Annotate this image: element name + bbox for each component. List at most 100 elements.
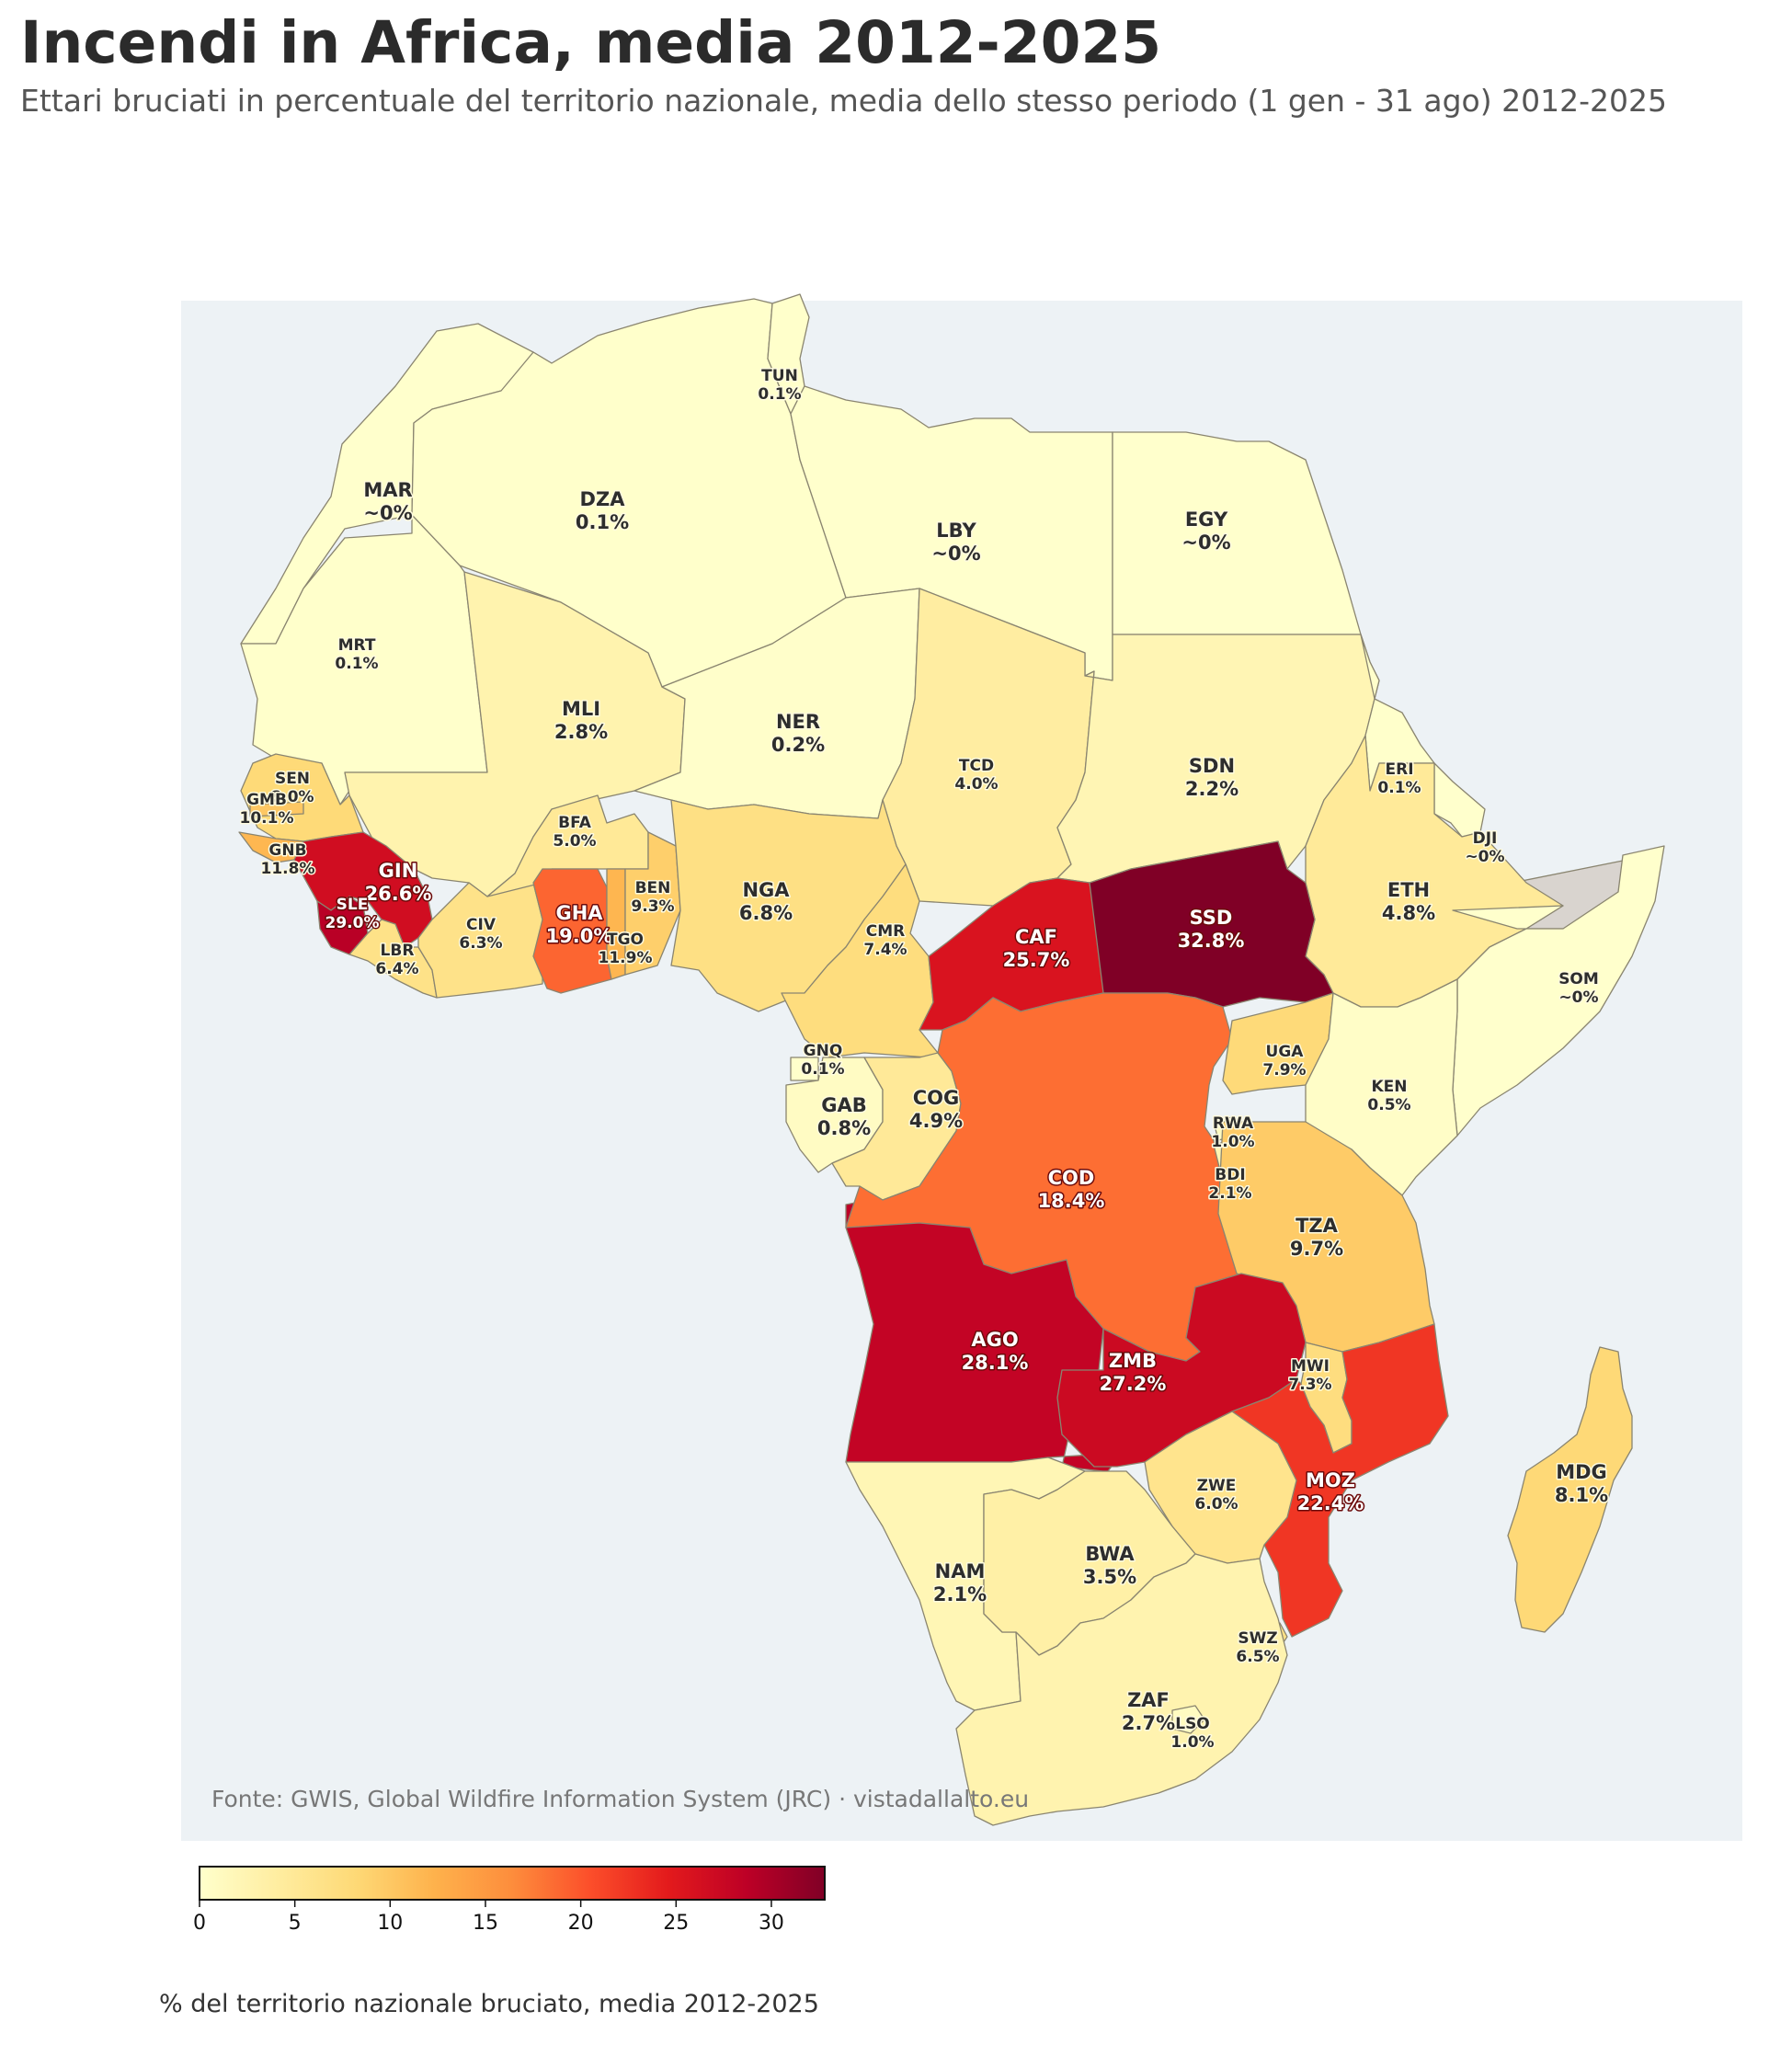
country-code: LSO bbox=[1175, 1715, 1210, 1733]
country-label-swz: SWZ 6.5% bbox=[1236, 1629, 1279, 1666]
country-code: GNQ bbox=[804, 1042, 843, 1060]
country-code: TUN bbox=[761, 367, 798, 385]
country-label-bfa: BFA 5.0% bbox=[553, 814, 596, 851]
country-gmb bbox=[249, 801, 304, 817]
country-value: 1.0% bbox=[1170, 1733, 1214, 1752]
country-code: ETH bbox=[1387, 879, 1430, 901]
country-code: ZWE bbox=[1197, 1477, 1237, 1495]
country-label-zaf: ZAF 2.7% bbox=[1122, 1689, 1175, 1734]
country-value: 28.1% bbox=[962, 1352, 1029, 1374]
country-label-gha: GHA 19.0% bbox=[546, 902, 613, 947]
country-value: 26.6% bbox=[365, 883, 432, 905]
country-label-nam: NAM 2.1% bbox=[933, 1560, 987, 1605]
country-value: 11.9% bbox=[599, 949, 653, 967]
country-label-mwi: MWI 7.3% bbox=[1288, 1357, 1331, 1394]
country-code: UGA bbox=[1266, 1043, 1305, 1061]
country-label-tun: TUN 0.1% bbox=[758, 367, 801, 404]
country-label-bdi: BDI 2.1% bbox=[1208, 1166, 1251, 1203]
country-value: 0.1% bbox=[576, 511, 629, 533]
country-value: 0.1% bbox=[801, 1060, 844, 1079]
country-value: ~0% bbox=[931, 543, 980, 565]
country-code: DZA bbox=[580, 488, 626, 510]
country-label-caf: CAF 25.7% bbox=[1003, 926, 1070, 971]
country-label-mar: MAR ~0% bbox=[363, 479, 412, 524]
country-lso bbox=[1171, 1705, 1205, 1734]
country-label-gnb: GNB 11.8% bbox=[261, 841, 315, 878]
country-label-nga: NGA 6.8% bbox=[739, 879, 793, 924]
colorbar-tick-label: 25 bbox=[663, 1912, 689, 1935]
country-label-lby: LBY ~0% bbox=[931, 520, 980, 565]
country-label-sdn: SDN 2.2% bbox=[1185, 755, 1238, 800]
colorbar-tick-label: 10 bbox=[377, 1912, 403, 1935]
country-code: GIN bbox=[379, 860, 418, 882]
map-title: Incendi in Africa, media 2012-2025 bbox=[20, 9, 1162, 76]
country-code: TZA bbox=[1295, 1215, 1339, 1237]
country-value: 0.1% bbox=[1377, 779, 1421, 797]
country-value: 27.2% bbox=[1100, 1373, 1167, 1395]
country-value: 29.0% bbox=[325, 914, 380, 932]
country-value: 8.0% bbox=[270, 788, 314, 806]
colorbar-tick-label: 0 bbox=[193, 1912, 206, 1935]
country-label-tcd: TCD 4.0% bbox=[954, 757, 998, 794]
country-value: 4.9% bbox=[909, 1110, 963, 1132]
country-code: RWA bbox=[1213, 1114, 1254, 1133]
country-label-mrt: MRT 0.1% bbox=[335, 636, 378, 673]
country-value: 10.1% bbox=[240, 809, 294, 828]
country-code: BFA bbox=[558, 814, 592, 832]
country-tun bbox=[767, 293, 810, 415]
colorbar-tick-label: 5 bbox=[289, 1912, 302, 1935]
country-code: CIV bbox=[466, 916, 497, 934]
country-value: 32.8% bbox=[1178, 930, 1245, 952]
country-label-som: SOM ~0% bbox=[1558, 970, 1599, 1007]
country-value: 11.8% bbox=[261, 860, 315, 878]
country-code: MDG bbox=[1556, 1461, 1607, 1483]
country-value: 6.8% bbox=[739, 902, 793, 924]
country-label-cmr: CMR 7.4% bbox=[863, 922, 907, 959]
country-zaf bbox=[955, 1553, 1288, 1826]
country-label-gin: GIN 26.6% bbox=[365, 860, 432, 905]
country-value: 0.8% bbox=[817, 1117, 871, 1139]
country-code: AGO bbox=[971, 1329, 1018, 1351]
map-subtitle: Ettari bruciati in percentuale del terri… bbox=[20, 83, 1667, 119]
colorbar-ticks: 0 5 10 15 20 25 30 bbox=[193, 1900, 784, 1935]
countries-layer bbox=[238, 293, 1665, 1826]
country-sen bbox=[240, 753, 364, 842]
country-code: MWI bbox=[1291, 1357, 1330, 1376]
country-label-dza: DZA 0.1% bbox=[576, 488, 629, 533]
country-value: 6.4% bbox=[375, 960, 418, 978]
country-code: TGO bbox=[607, 931, 644, 949]
country-code: EGY bbox=[1185, 508, 1228, 531]
country-code: GHA bbox=[555, 902, 603, 924]
country-label-uga: UGA 7.9% bbox=[1262, 1043, 1306, 1080]
country-label-ssd: SSD 32.8% bbox=[1178, 907, 1245, 952]
country-code: ZMB bbox=[1109, 1350, 1157, 1372]
country-label-gmb: GMB 10.1% bbox=[240, 791, 294, 828]
country-value: 25.7% bbox=[1003, 949, 1070, 971]
country-code: SOM bbox=[1558, 970, 1599, 988]
country-label-ben: BEN 9.3% bbox=[631, 879, 674, 916]
colorbar-tick-label: 20 bbox=[568, 1912, 594, 1935]
country-label-cog: COG 4.9% bbox=[909, 1087, 963, 1132]
country-label-ago: AGO 28.1% bbox=[962, 1329, 1029, 1374]
country-value: 6.0% bbox=[1194, 1495, 1238, 1514]
country-label-ner: NER 0.2% bbox=[771, 711, 825, 756]
country-code: SEN bbox=[275, 770, 310, 788]
country-value: 22.4% bbox=[1297, 1492, 1364, 1514]
country-code: DJI bbox=[1473, 829, 1498, 848]
country-code: BEN bbox=[635, 879, 671, 897]
country-value: 2.7% bbox=[1122, 1712, 1175, 1734]
country-labels-layer: MAR ~0%DZA 0.1%TUN 0.1%LBY ~0%EGY ~0%MRT 0.1%M… bbox=[238, 366, 1610, 1754]
country-value: 6.3% bbox=[459, 934, 502, 953]
country-value: ~0% bbox=[1558, 988, 1598, 1007]
country-label-dji: DJI ~0% bbox=[1465, 829, 1504, 866]
country-code: CMR bbox=[866, 922, 905, 941]
country-code: SDN bbox=[1189, 755, 1235, 777]
country-code: GNB bbox=[268, 841, 306, 860]
country-code: GAB bbox=[821, 1094, 867, 1116]
country-code: LBR bbox=[381, 942, 415, 960]
country-code: SSD bbox=[1190, 907, 1233, 929]
country-label-lso: LSO 1.0% bbox=[1170, 1715, 1214, 1752]
country-value: 18.4% bbox=[1038, 1190, 1105, 1212]
country-value: 9.3% bbox=[631, 897, 674, 916]
country-value: 0.1% bbox=[758, 385, 801, 404]
